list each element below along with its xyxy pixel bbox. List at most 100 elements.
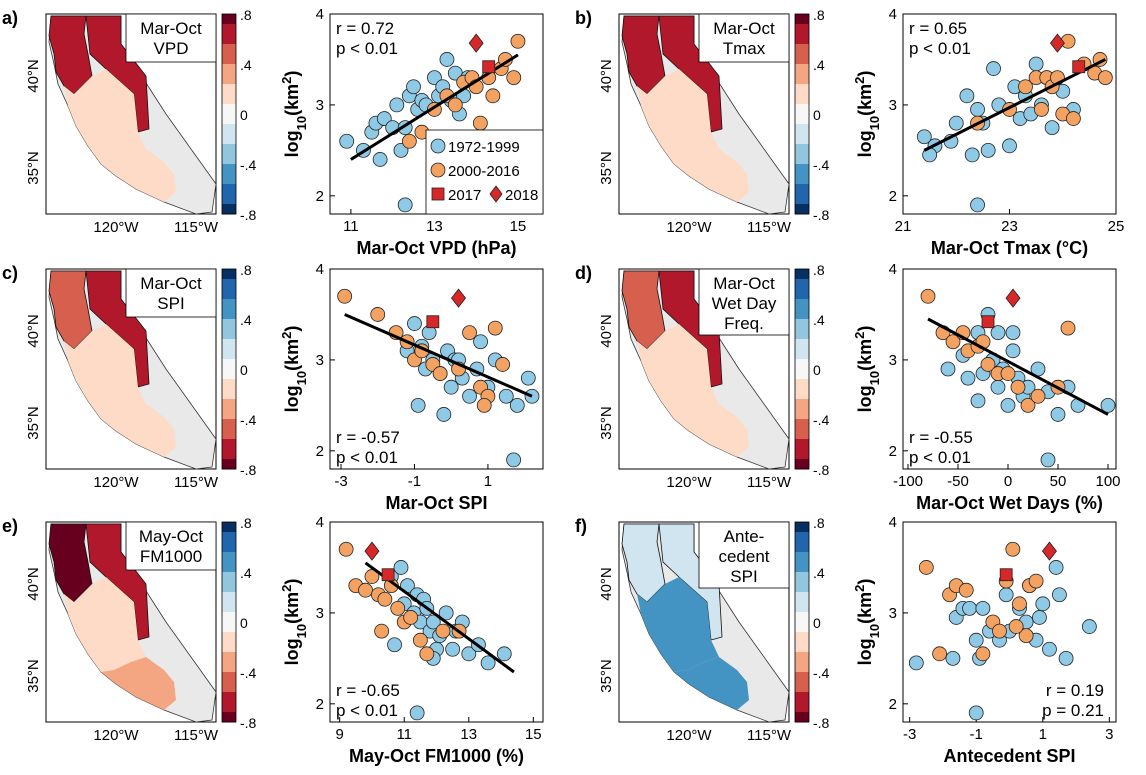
point-2000-2016: [918, 560, 934, 575]
colorbar-segment: [795, 419, 809, 430]
colorbar-segment: [795, 532, 809, 543]
colorbar-segment: [795, 592, 809, 603]
y-tick-label: 4: [316, 514, 324, 531]
stats-label: p < 0.01: [909, 39, 971, 58]
colorbar-segment: [795, 329, 809, 340]
colorbar-segment: [222, 562, 236, 573]
point-1972-1999: [986, 61, 1001, 76]
colorbar-tick-label: .4: [240, 57, 252, 73]
point-2000-2016: [338, 541, 354, 557]
map-ytick-label: 35°N: [25, 151, 42, 185]
point-1972-1999: [962, 600, 977, 616]
colorbar-segment: [222, 379, 236, 390]
map-ytick-label: 35°N: [598, 151, 615, 185]
colorbar-segment: [222, 134, 236, 145]
region-central-coast: [64, 577, 146, 672]
colorbar-segment: [222, 319, 236, 330]
y-tick-label: 3: [889, 605, 897, 622]
colorbar-segment: [222, 419, 236, 430]
point-1972-1999: [480, 655, 496, 671]
colorbar-segment: [222, 289, 236, 300]
point-1972-1999: [1052, 587, 1067, 603]
colorbar-segment: [795, 439, 809, 450]
colorbar-segment: [222, 702, 236, 713]
colorbar-segment: [222, 602, 236, 613]
map-title-line: cedent: [718, 547, 769, 566]
colorbar-segment: [222, 124, 236, 135]
colorbar-tick-label: .4: [813, 57, 825, 73]
point-2000-2016: [510, 33, 526, 49]
colorbar-segment: [795, 64, 809, 75]
y-tick-label: 2: [316, 696, 324, 713]
colorbar-segment: [795, 269, 809, 280]
point-1972-1999: [959, 88, 975, 104]
map-title-line: Mar-Oct: [713, 274, 775, 293]
region-central-coast: [637, 69, 719, 164]
colorbar-tick-label: -.8: [813, 715, 830, 731]
colorbar-segment: [222, 154, 236, 165]
x-axis-label: Mar-Oct VPD (hPa): [356, 238, 516, 258]
colorbar-segment: [222, 269, 236, 280]
x-tick-label: -50: [947, 473, 969, 490]
point-1972-1999: [1005, 325, 1021, 341]
stats-label: r = 0.72: [336, 19, 394, 38]
colorbar-segment: [222, 612, 236, 623]
x-axis-label: Mar-Oct Wet Days (%): [916, 493, 1103, 513]
colorbar-segment: [795, 279, 809, 290]
map-title-line: May-Oct: [139, 527, 204, 546]
colorbar-segment: [795, 154, 809, 165]
point-1972-1999: [438, 605, 454, 621]
point-1972-1999: [1100, 397, 1116, 413]
x-tick-label: -1: [970, 726, 983, 743]
colorbar-segment: [795, 184, 809, 195]
point-1972-1999: [908, 655, 924, 671]
point-1972-1999: [506, 452, 522, 468]
point-2000-2016: [435, 623, 451, 639]
y-tick-label: 2: [889, 443, 897, 460]
map-xtick-label: 120°W: [93, 474, 139, 491]
panel-label: f): [575, 516, 587, 536]
y-axis-label: log10(km2): [279, 71, 309, 158]
point-2000-2016: [1018, 79, 1033, 95]
point-2000-2016: [1012, 596, 1027, 612]
map-title-box: [698, 268, 790, 336]
y-tick-label: 2: [889, 188, 897, 205]
point-1972-1999: [461, 646, 477, 662]
stats-label: r = 0.65: [909, 19, 967, 38]
stats-label: p < 0.01: [336, 39, 398, 58]
colorbar-segment: [795, 572, 809, 583]
region-south-coast: [674, 404, 749, 457]
point-2000-2016: [975, 646, 991, 662]
map-xtick-label: 120°W: [666, 219, 712, 236]
map-xtick-label: 120°W: [666, 474, 712, 491]
stats-label: r = -0.55: [909, 428, 973, 447]
x-tick-label: 0: [1004, 473, 1012, 490]
colorbar-frame: [794, 13, 810, 215]
point-1972-1999: [473, 334, 488, 350]
colorbar-tick-label: .8: [240, 7, 252, 23]
point-2000-2016: [390, 600, 406, 616]
colorbar-segment: [222, 369, 236, 380]
colorbar-segment: [795, 612, 809, 623]
legend-marker: [430, 162, 446, 178]
point-1972-1999: [970, 102, 985, 117]
point-2000-2016: [487, 320, 503, 336]
map-ytick-label: 35°N: [25, 406, 42, 440]
colorbar-segment: [222, 339, 236, 350]
point-1972-1999: [393, 560, 409, 575]
y-tick-label: 4: [889, 261, 897, 278]
x-tick-label: 13: [460, 726, 477, 743]
x-tick-label: 100: [1095, 473, 1120, 490]
region-south-coast: [101, 149, 176, 202]
point-2000-2016: [1008, 619, 1024, 634]
colorbar-segment: [222, 299, 236, 310]
colorbar-tick-label: 0: [240, 362, 248, 378]
map-title-line: Mar-Oct: [140, 274, 202, 293]
colorbar-segment: [795, 632, 809, 643]
region-central-coast: [637, 577, 719, 672]
colorbar-segment: [222, 429, 236, 440]
colorbar-segment: [795, 34, 809, 45]
point-2000-2016: [374, 623, 390, 639]
